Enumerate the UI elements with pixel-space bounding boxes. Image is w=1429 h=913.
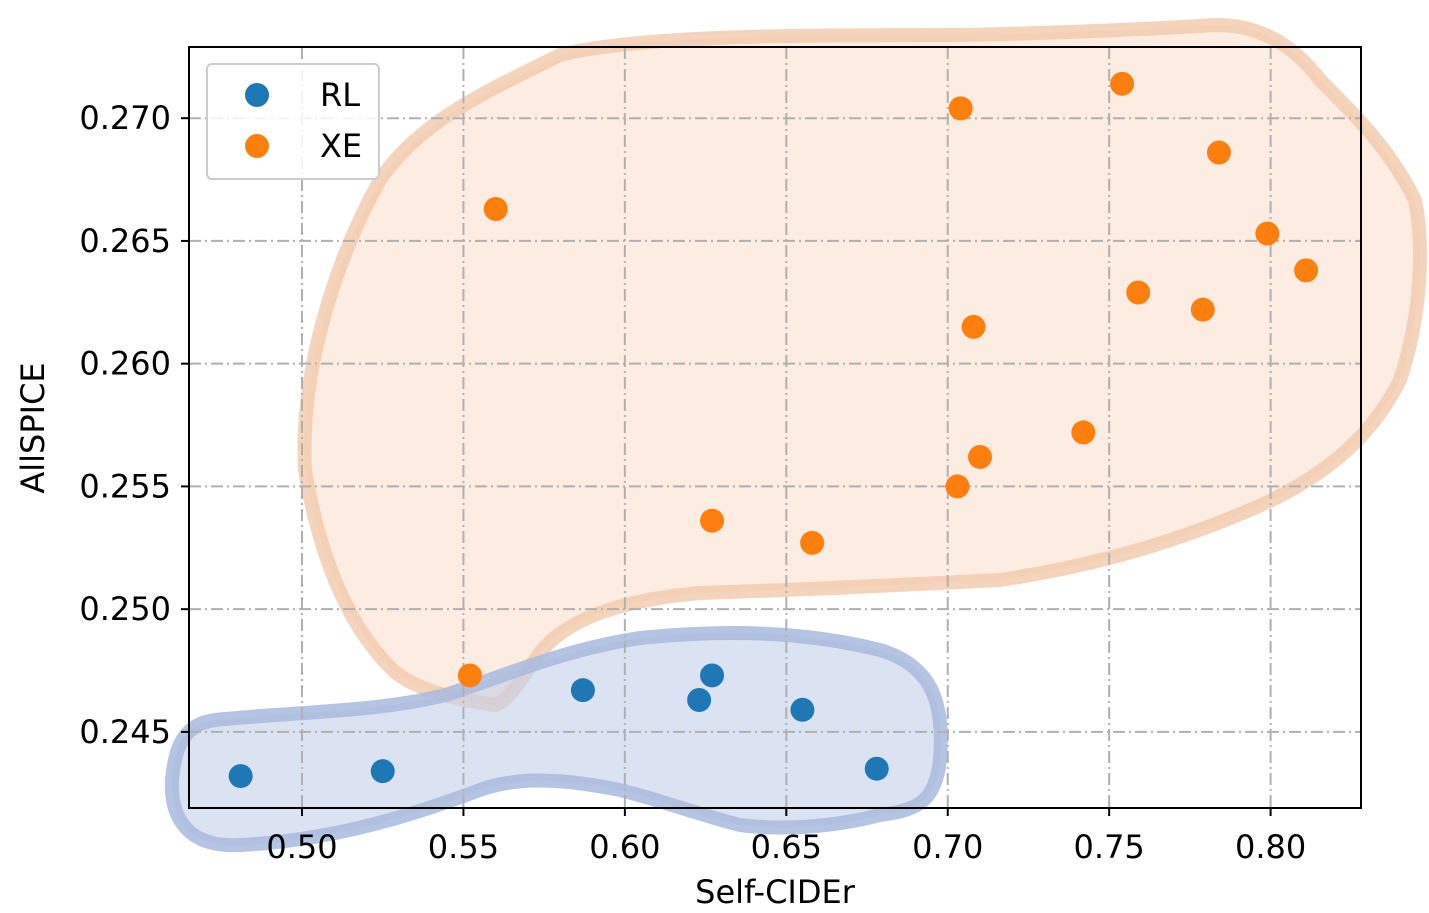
- data-point-xe: [1294, 258, 1319, 283]
- y-axis-ticks: 0.245 0.250 0.255 0.260 0.265 0.270: [79, 99, 189, 751]
- data-point-xe: [1206, 140, 1231, 165]
- data-point-xe: [800, 530, 825, 555]
- data-points: [228, 71, 1319, 789]
- x-tick-label: 0.70: [912, 828, 983, 866]
- legend-label-xe: XE: [320, 127, 362, 165]
- x-tick-label: 0.60: [589, 828, 660, 866]
- cluster-regions: [164, 18, 1427, 853]
- x-tick-label: 0.50: [266, 828, 337, 866]
- xe-cluster-region: [297, 18, 1427, 712]
- data-point-xe: [1071, 420, 1096, 445]
- data-point-rl: [228, 764, 253, 789]
- data-point-xe: [1190, 297, 1215, 322]
- x-axis-label: Self-CIDEr: [695, 873, 856, 911]
- data-point-rl: [864, 756, 889, 781]
- legend-label-rl: RL: [320, 76, 360, 114]
- legend-marker-rl: [245, 83, 269, 107]
- data-point-xe: [1255, 221, 1280, 246]
- x-tick-label: 0.65: [751, 828, 822, 866]
- data-point-xe: [945, 474, 970, 499]
- data-point-rl: [687, 687, 712, 712]
- y-tick-label: 0.260: [79, 345, 171, 383]
- y-tick-label: 0.250: [79, 590, 171, 628]
- data-point-xe: [1126, 280, 1151, 305]
- x-axis-ticks: 0.50 0.55 0.60 0.65 0.70 0.75 0.80: [266, 808, 1306, 866]
- data-point-xe: [457, 663, 482, 688]
- data-point-rl: [700, 663, 725, 688]
- rl-cluster-region: [164, 626, 948, 853]
- y-tick-label: 0.255: [79, 467, 171, 505]
- y-tick-label: 0.270: [79, 99, 171, 137]
- data-point-xe: [968, 444, 993, 469]
- series-rl: [228, 663, 889, 789]
- data-point-xe: [483, 197, 508, 222]
- y-axis-label: AllSPICE: [14, 362, 52, 493]
- legend: RL XE: [206, 63, 380, 180]
- x-tick-label: 0.80: [1235, 828, 1306, 866]
- y-tick-label: 0.245: [79, 713, 171, 751]
- x-tick-label: 0.75: [1074, 828, 1145, 866]
- plot-area-frame: [188, 46, 1362, 809]
- y-tick-label: 0.265: [79, 222, 171, 260]
- data-point-xe: [1110, 71, 1135, 96]
- data-point-xe: [961, 314, 986, 339]
- data-point-xe: [948, 96, 973, 121]
- data-point-xe: [700, 508, 725, 533]
- x-tick-label: 0.55: [428, 828, 499, 866]
- data-point-rl: [570, 678, 595, 703]
- legend-marker-xe: [245, 134, 269, 158]
- data-point-rl: [790, 697, 815, 722]
- data-point-rl: [370, 759, 395, 784]
- series-xe: [457, 71, 1319, 688]
